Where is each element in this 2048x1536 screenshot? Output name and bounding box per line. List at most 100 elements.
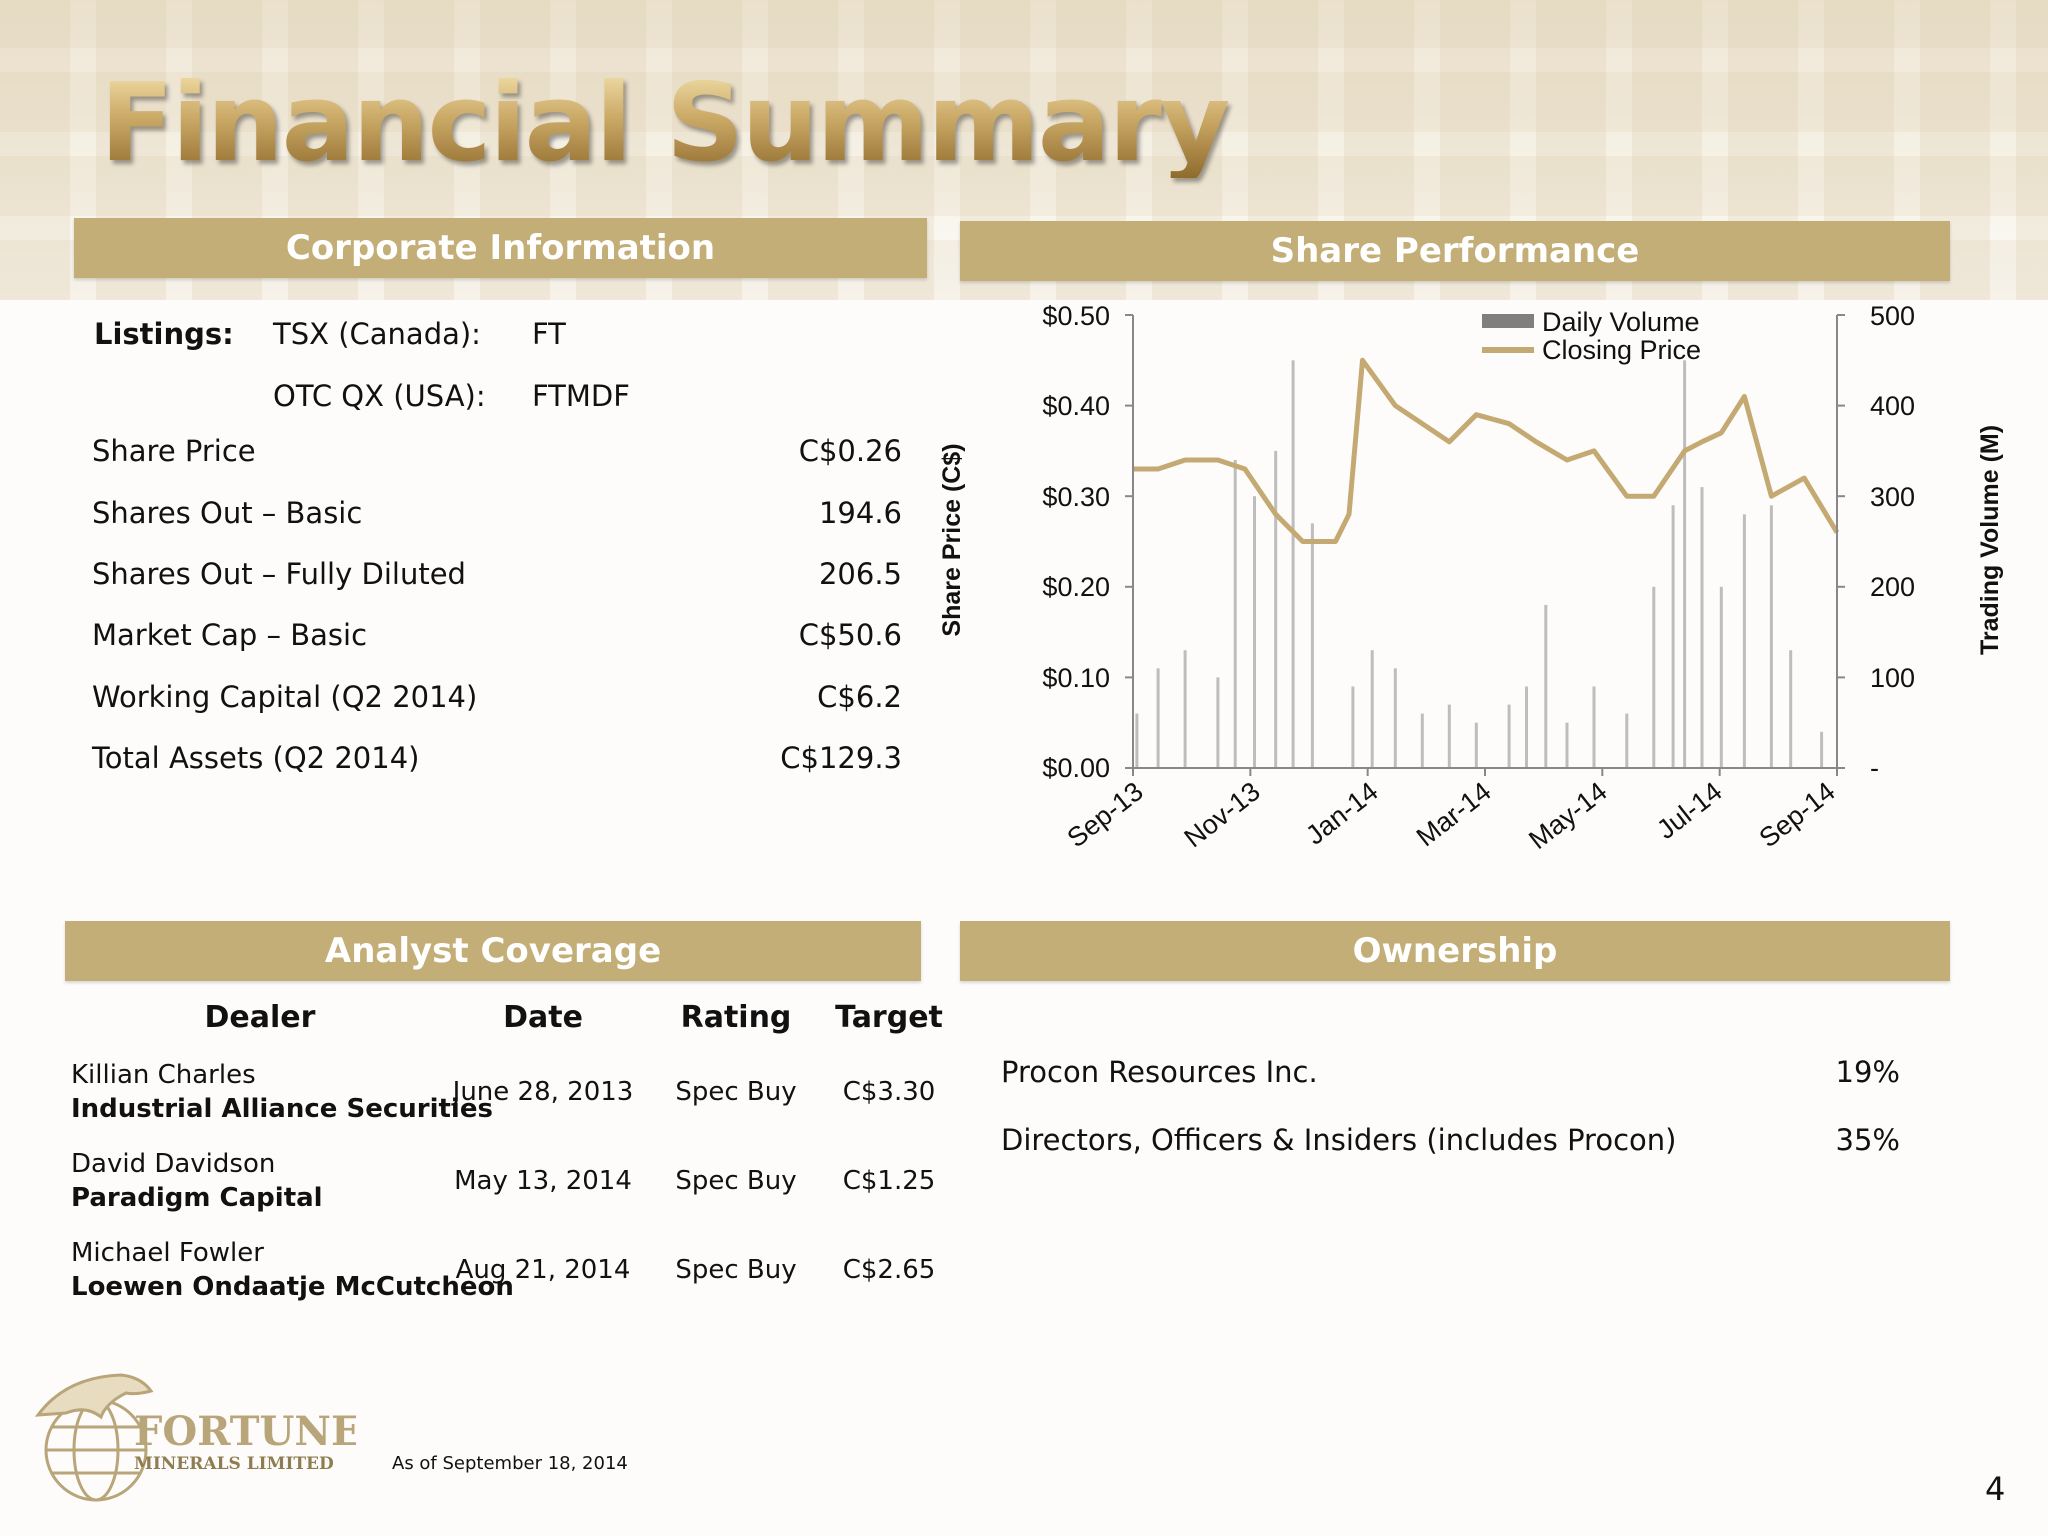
analyst-target: C$3.30 <box>842 1077 936 1107</box>
y-left-tick: $0.20 <box>1042 572 1110 602</box>
volume-bar <box>1135 713 1139 768</box>
tsx-label: TSX (Canada): <box>273 317 481 351</box>
volume-bar <box>1625 713 1629 768</box>
analyst-name: Michael Fowler <box>71 1238 264 1268</box>
volume-bar <box>1420 713 1424 768</box>
x-tick-label: Sep-14 <box>1754 776 1841 853</box>
volume-bar <box>1544 604 1548 768</box>
y-left-axis-title: Share Price (C$) <box>938 443 966 636</box>
y-left-tick: $0.10 <box>1042 663 1110 693</box>
y-left-tick: $0.00 <box>1042 753 1110 783</box>
company-logo: FORTUNE MINERALS LIMITED <box>34 1373 356 1502</box>
share-performance-header: Share Performance <box>960 221 1950 281</box>
legend-volume-swatch <box>1482 314 1534 328</box>
volume-bar <box>1652 586 1656 768</box>
ownership-holder: Directors, Officers & Insiders (includes… <box>1001 1123 1677 1157</box>
analyst-firm: Industrial Alliance Securities <box>71 1094 493 1124</box>
analyst-date: Aug 21, 2014 <box>455 1255 631 1285</box>
as-of-date: As of September 18, 2014 <box>392 1453 628 1474</box>
corp-row-value: 194.6 <box>818 496 902 530</box>
x-tick-label: Jan-14 <box>1300 776 1384 850</box>
corporate-info-header: Corporate Information <box>74 218 927 278</box>
analyst-date: June 28, 2013 <box>452 1077 634 1107</box>
analyst-firm: Paradigm Capital <box>71 1183 323 1213</box>
y-left-tick: $0.30 <box>1042 482 1110 512</box>
page-title: Financial Summary <box>100 61 1230 186</box>
col-header-dealer: Dealer <box>204 1000 316 1035</box>
otc-label: OTC QX (USA): <box>273 379 486 413</box>
corp-row-value: C$0.26 <box>798 434 902 468</box>
closing-price-line <box>1133 357 1840 544</box>
analyst-coverage-header: Analyst Coverage <box>65 921 921 981</box>
y-right-tick: 500 <box>1870 301 1915 331</box>
corp-row-value: 206.5 <box>818 557 902 591</box>
volume-bar <box>1156 668 1160 768</box>
x-tick-label: Jul-14 <box>1651 776 1727 845</box>
x-tick-label: Mar-14 <box>1411 776 1497 852</box>
volume-bar <box>1671 505 1675 768</box>
volume-bar <box>1253 496 1256 768</box>
volume-bar <box>1274 450 1278 768</box>
col-header-target: Target <box>835 1000 943 1035</box>
analyst-date: May 13, 2014 <box>454 1166 632 1196</box>
y-left-tick: $0.40 <box>1042 391 1110 421</box>
y-right-tick: 400 <box>1870 391 1915 421</box>
analyst-rating: Spec Buy <box>675 1077 797 1107</box>
volume-bar <box>1370 650 1374 768</box>
y-right-tick: 300 <box>1870 482 1915 512</box>
tsx-value: FT <box>532 317 566 351</box>
ownership-pct: 19% <box>1835 1055 1900 1089</box>
y-right-tick: 100 <box>1870 663 1915 693</box>
corp-row-value: C$6.2 <box>817 680 902 714</box>
volume-bar <box>1742 514 1746 768</box>
volume-bar <box>1393 668 1397 768</box>
volume-bar <box>1719 586 1723 768</box>
logo-name: FORTUNE <box>134 1408 356 1455</box>
volume-bar <box>1351 686 1355 768</box>
otc-value: FTMDF <box>532 379 630 413</box>
ownership-pct: 35% <box>1835 1123 1900 1157</box>
y-right-axis-title: Trading Volume (M) <box>1976 425 2004 655</box>
corp-row-label: Total Assets (Q2 2014) <box>92 741 420 775</box>
volume-bar <box>1183 650 1187 768</box>
volume-bar <box>1769 505 1773 768</box>
volume-bar <box>1291 360 1295 768</box>
volume-bar <box>1683 360 1687 768</box>
volume-bar <box>1565 722 1569 768</box>
x-tick-label: Nov-13 <box>1179 776 1266 853</box>
corp-row-value: C$50.6 <box>798 618 902 652</box>
volume-bars <box>1135 360 1824 768</box>
legend-price-label: Closing Price <box>1542 335 1701 365</box>
corp-row-value: C$129.3 <box>780 741 902 775</box>
globe-bear-icon <box>34 1373 154 1502</box>
ownership-holder: Procon Resources Inc. <box>1001 1055 1318 1089</box>
volume-bar <box>1310 523 1314 768</box>
corp-row-label: Shares Out – Fully Diluted <box>92 557 466 591</box>
col-header-date: Date <box>503 1000 583 1035</box>
analyst-firm: Loewen Ondaatje McCutcheon <box>71 1272 514 1302</box>
corp-row-label: Shares Out – Basic <box>92 496 363 530</box>
ownership-header: Ownership <box>960 921 1950 981</box>
x-tick-label: May-14 <box>1523 776 1612 855</box>
col-header-rating: Rating <box>680 1000 792 1035</box>
analyst-name: Killian Charles <box>71 1060 256 1090</box>
volume-bar <box>1700 487 1704 768</box>
volume-bar <box>1447 704 1451 768</box>
volume-bar <box>1233 460 1237 768</box>
y-left-tick: $0.50 <box>1042 301 1110 331</box>
legend-volume-label: Daily Volume <box>1542 307 1700 337</box>
y-right-tick: - <box>1870 753 1879 783</box>
analyst-rating: Spec Buy <box>675 1255 797 1285</box>
listings-label: Listings: <box>94 317 234 351</box>
page-number: 4 <box>1985 1470 2006 1508</box>
volume-bar <box>1216 677 1220 768</box>
y-right-tick: 200 <box>1870 572 1915 602</box>
analyst-target: C$1.25 <box>842 1166 936 1196</box>
corp-row-label: Working Capital (Q2 2014) <box>92 680 478 714</box>
volume-bar <box>1474 722 1478 768</box>
x-tick-label: Sep-13 <box>1062 776 1149 853</box>
volume-bar <box>1525 686 1528 768</box>
corp-row-label: Market Cap – Basic <box>92 618 368 652</box>
volume-bar <box>1507 704 1511 768</box>
logo-subtitle: MINERALS LIMITED <box>134 1454 334 1474</box>
